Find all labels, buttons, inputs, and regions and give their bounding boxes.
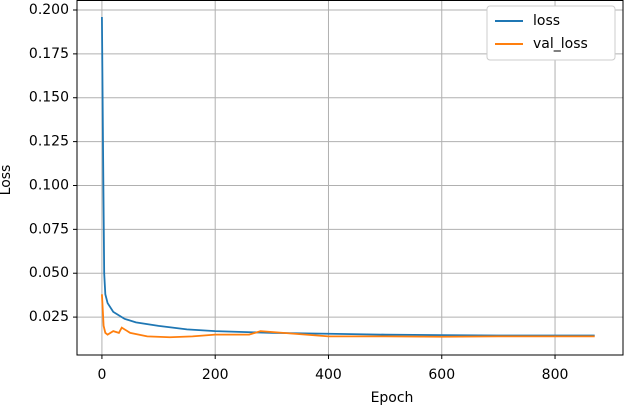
line bbox=[101, 294, 595, 339]
legend-label: loss bbox=[533, 13, 560, 29]
y-tick-label: 0.050 bbox=[29, 265, 69, 281]
y-tick-label: 0.075 bbox=[29, 221, 69, 237]
legend-label: val_loss bbox=[533, 36, 588, 52]
y-axis-label: Loss bbox=[0, 165, 14, 196]
x-tick-label: 600 bbox=[428, 367, 455, 383]
y-tick-label: 0.100 bbox=[29, 177, 69, 193]
y-tick-label: 0.200 bbox=[29, 2, 69, 18]
y-tick-label: 0.025 bbox=[29, 309, 69, 325]
x-tick-label: 800 bbox=[542, 367, 569, 383]
x-tick-label: 200 bbox=[202, 367, 229, 383]
x-tick-label: 400 bbox=[315, 367, 342, 383]
y-tick-label: 0.125 bbox=[29, 134, 69, 150]
x-axis-label: Epoch bbox=[371, 390, 414, 406]
line bbox=[101, 17, 595, 337]
legend-box bbox=[486, 5, 616, 61]
y-tick-label: 0.150 bbox=[29, 90, 69, 106]
y-tick-label: 0.175 bbox=[29, 46, 69, 62]
plot-frame bbox=[76, 0, 624, 356]
x-tick-label: 0 bbox=[97, 367, 106, 383]
